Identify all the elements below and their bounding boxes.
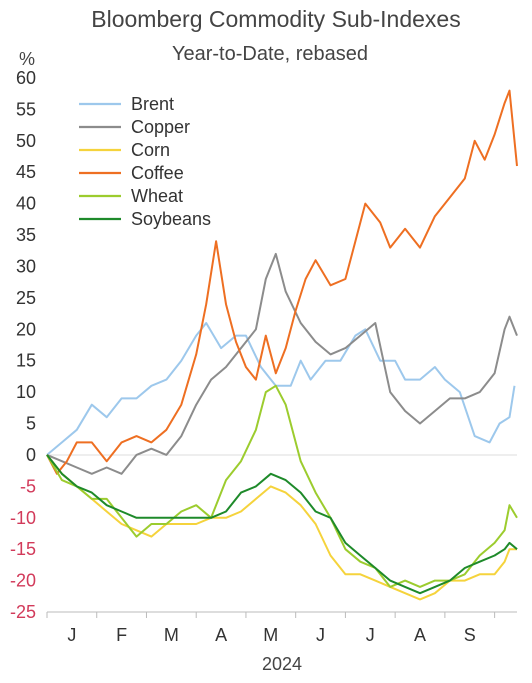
series-line-wheat: [46, 384, 518, 588]
y-tick-label: 45: [16, 162, 36, 182]
y-tick-label: 40: [16, 194, 36, 214]
y-tick-label: 15: [16, 351, 36, 371]
series-line-soybeans: [46, 454, 518, 595]
series-line-coffee: [46, 89, 518, 475]
y-tick-label: 0: [26, 445, 36, 465]
y-tick-label: -15: [10, 539, 36, 559]
x-tick-label: J: [366, 625, 375, 645]
y-tick-label: -5: [20, 476, 36, 496]
series-line-corn: [46, 454, 517, 601]
y-tick-label: -10: [10, 508, 36, 528]
y-tick-label: 20: [16, 319, 36, 339]
legend-label-brent: Brent: [131, 94, 174, 114]
series-line-copper: [46, 252, 518, 475]
x-tick-label: S: [464, 625, 476, 645]
x-tick-label: M: [263, 625, 278, 645]
y-axis-label: %: [19, 49, 35, 69]
legend-label-wheat: Wheat: [131, 186, 183, 206]
x-tick-label: A: [215, 625, 227, 645]
y-tick-label: -25: [10, 602, 36, 622]
y-tick-label: 35: [16, 225, 36, 245]
y-tick-label: 5: [26, 414, 36, 434]
x-tick-label: M: [164, 625, 179, 645]
y-tick-label: 55: [16, 99, 36, 119]
y-tick-label: 50: [16, 131, 36, 151]
y-tick-label: 10: [16, 382, 36, 402]
legend-label-copper: Copper: [131, 117, 190, 137]
x-tick-label: J: [67, 625, 76, 645]
legend-label-coffee: Coffee: [131, 163, 184, 183]
y-tick-label: -20: [10, 571, 36, 591]
x-tick-label: J: [316, 625, 325, 645]
x-tick-label: A: [414, 625, 426, 645]
legend-label-corn: Corn: [131, 140, 170, 160]
series-lines: [46, 89, 518, 601]
legend-label-soybeans: Soybeans: [131, 209, 211, 229]
y-tick-label: 60: [16, 68, 36, 88]
legend: Brent Copper Corn Coffee Wheat Soybeans: [79, 94, 211, 229]
x-tick-label: F: [116, 625, 127, 645]
y-tick-label: 30: [16, 256, 36, 276]
series-line-brent: [46, 322, 516, 456]
y-tick-label: 25: [16, 288, 36, 308]
x-axis-year-label: 2024: [262, 654, 302, 674]
chart-subtitle: Year-to-Date, rebased: [172, 43, 368, 65]
chart-title: Bloomberg Commodity Sub-Indexes: [91, 6, 460, 32]
